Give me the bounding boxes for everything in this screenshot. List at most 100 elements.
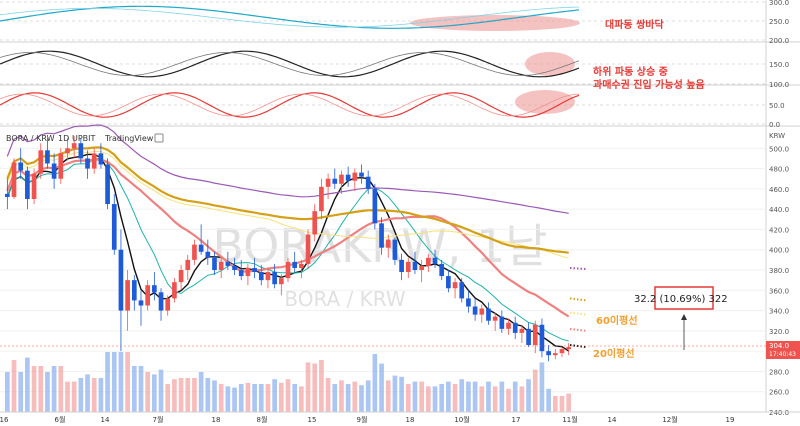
legend-eye-icon[interactable] — [154, 133, 164, 143]
volume-bar-46 — [312, 363, 318, 412]
ma-projection-0 — [569, 266, 587, 270]
volume-bar-42 — [285, 379, 291, 412]
candle-body-78 — [526, 328, 531, 346]
candle-body-10 — [71, 143, 77, 149]
volume-bar-14 — [98, 378, 104, 412]
volume-bar-19 — [131, 366, 137, 412]
volume-bar-58 — [392, 375, 398, 412]
volume-bar-31 — [212, 380, 217, 412]
candle-body-32 — [218, 261, 224, 270]
volume-bar-44 — [299, 386, 304, 412]
candle-body-53 — [359, 172, 364, 177]
volume-bar-34 — [232, 387, 237, 412]
volume-bar-40 — [272, 379, 277, 412]
volume-bar-70 — [472, 381, 478, 412]
price-tick-0: 500.0 — [769, 145, 789, 153]
time-tick-3: 7월 — [153, 415, 164, 424]
candle-body-46 — [312, 211, 318, 235]
candle-body-41 — [278, 278, 284, 285]
time-tick-7: 9월 — [357, 415, 368, 424]
volume-bar-24 — [165, 384, 171, 412]
volume-bar-1 — [11, 360, 17, 412]
candle-body-56 — [379, 223, 384, 248]
volume-bar-60 — [405, 384, 411, 412]
price-axis[interactable]: 500.0 480.0 460.0 440.0 420.0 400.0 380.0 360.0… — [769, 145, 789, 417]
symbol-legend[interactable]: BORA / KRW 1D UPBIT TradingView — [6, 133, 164, 143]
candle-body-27 — [185, 259, 191, 270]
volume-bar-57 — [385, 380, 391, 412]
measure-text: 32.2 (10.69%) 322 — [634, 294, 728, 305]
candle-body-57 — [385, 239, 391, 248]
time-tick-8: 18 — [406, 416, 415, 424]
volume-bar-38 — [258, 384, 264, 412]
candle-body-9 — [65, 148, 70, 154]
volume-bar-67 — [452, 384, 458, 412]
volume-bar-61 — [412, 381, 418, 412]
volume-bar-36 — [245, 382, 251, 412]
volume-bar-18 — [125, 352, 130, 412]
price-tick-3: 440.0 — [769, 206, 789, 214]
indicator-1-tick-2: 200.0 — [769, 37, 789, 45]
candle-body-42 — [285, 261, 291, 279]
annotation-ma20: 20이평선 — [593, 347, 635, 360]
time-tick-14: 19 — [726, 416, 735, 424]
candle-body-58 — [392, 239, 398, 260]
volume-bar-6 — [45, 372, 50, 412]
candle-body-67 — [452, 282, 458, 289]
symbol-label: BORA / KRW — [6, 134, 55, 143]
candle-body-13 — [91, 153, 97, 169]
panel-separators — [0, 0, 800, 412]
volume-bar-72 — [486, 381, 491, 412]
candle-body-84 — [566, 347, 571, 350]
candle-body-69 — [466, 298, 471, 307]
price-tick-4: 420.0 — [769, 226, 789, 234]
candle-body-39 — [265, 272, 271, 281]
volume-bar-29 — [198, 372, 204, 412]
candle-body-60 — [405, 261, 411, 273]
ma-120-line — [6, 124, 569, 214]
time-tick-11: 11월 — [562, 415, 577, 424]
candle-body-38 — [258, 272, 264, 281]
volume-bar-77 — [519, 386, 525, 412]
candle-body-40 — [272, 272, 277, 285]
volume-bar-62 — [419, 381, 424, 412]
measure-box[interactable] — [654, 286, 714, 310]
candle-body-26 — [178, 270, 184, 283]
candle-body-65 — [439, 263, 445, 277]
time-tick-1: 6월 — [55, 415, 66, 424]
candle-body-48 — [325, 178, 331, 187]
volume-bars — [5, 352, 571, 412]
volume-bar-26 — [178, 378, 184, 412]
volume-bar-23 — [158, 369, 164, 412]
volume-bar-68 — [459, 379, 465, 412]
volume-bar-12 — [85, 374, 90, 412]
volume-bar-78 — [526, 379, 531, 412]
candle-body-74 — [499, 316, 505, 329]
volume-bar-54 — [365, 380, 371, 412]
volume-bar-8 — [58, 366, 64, 412]
volume-bar-3 — [25, 357, 30, 412]
candle-body-29 — [198, 244, 204, 252]
indicator-panel-3: 50.0 0.0 — [0, 90, 785, 129]
candle-body-15 — [105, 164, 110, 205]
candle-body-4 — [31, 173, 37, 199]
candle-body-73 — [492, 316, 498, 321]
candle-body-18 — [125, 280, 130, 311]
candle-body-62 — [419, 265, 424, 270]
candle-body-63 — [425, 257, 431, 266]
exchange-label: UPBIT — [72, 134, 96, 143]
time-tick-13: 12월 — [662, 415, 677, 424]
candle-body-6 — [45, 150, 50, 164]
volume-bar-30 — [205, 378, 211, 412]
candle-body-33 — [225, 261, 231, 266]
candle-body-34 — [232, 265, 237, 270]
price-tag — [766, 341, 800, 359]
time-axis[interactable]: 16 6월 14 7월 18 8월 15 9월 18 10월 17 11월 14 12월 19 — [0, 411, 800, 424]
axis-unit-label: KRW — [769, 132, 785, 140]
volume-bar-9 — [65, 381, 70, 412]
candle-body-83 — [559, 349, 565, 354]
candle-body-11 — [78, 143, 84, 159]
price-tick-2: 460.0 — [769, 186, 789, 194]
